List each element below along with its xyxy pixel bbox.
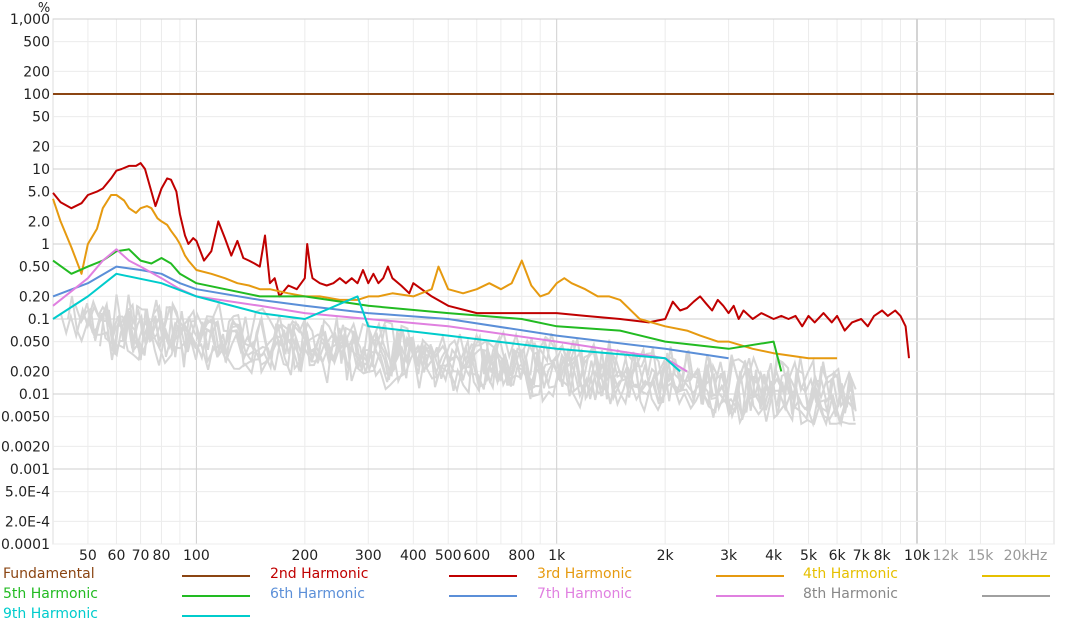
legend-swatch — [982, 595, 1050, 597]
plot-frame — [52, 18, 1055, 545]
legend-swatch — [449, 575, 517, 577]
gray-harmonic-trace — [104, 313, 856, 426]
axis-layer: 1,000 500 200 100 50 20 10 5.0 2.0 1 0.50 0.20 0.1 0.… — [1, 12, 1047, 564]
x-tick-label: 500 — [435, 548, 462, 564]
x-tick-label: 20kHz — [1004, 548, 1048, 564]
legend-swatch — [449, 595, 517, 597]
legend-item[interactable]: 8th Harmonic — [800, 585, 1062, 605]
y-tick-label: 5.0E-4 — [5, 485, 50, 501]
legend-label: Fundamental — [3, 566, 95, 582]
x-tick-label: 100 — [183, 548, 210, 564]
y-tick-label: 0.020 — [10, 364, 50, 380]
x-tick-label: 300 — [355, 548, 382, 564]
legend-item[interactable]: 5th Harmonic — [0, 585, 262, 605]
y-tick-label: 1 — [41, 237, 50, 253]
y-tick-label: 50 — [32, 110, 50, 126]
x-tick-label: 600 — [463, 548, 490, 564]
x-tick-label: 50 — [79, 548, 97, 564]
x-tick-label: 400 — [400, 548, 427, 564]
x-tick-label: 2k — [657, 548, 675, 564]
legend-label: 2nd Harmonic — [270, 566, 369, 582]
y-tick-label: 0.0001 — [1, 537, 50, 553]
x-tick-label: 15k — [967, 548, 994, 564]
y-tick-label: 20 — [32, 139, 50, 155]
y-tick-label: 0.050 — [10, 335, 50, 351]
y-tick-label: 5.0 — [28, 185, 50, 201]
y-tick-label: 200 — [23, 64, 50, 80]
legend-label: 4th Harmonic — [803, 566, 898, 582]
legend-label: 3rd Harmonic — [537, 566, 633, 582]
series-layer — [52, 93, 1054, 373]
y-tick-label: 0.1 — [28, 312, 50, 328]
y-tick-label: 2.0 — [28, 214, 50, 230]
legend-item[interactable]: 2nd Harmonic — [267, 565, 529, 585]
legend-label: 6th Harmonic — [270, 586, 365, 602]
legend-label: 9th Harmonic — [3, 606, 98, 622]
x-tick-label: 6k — [829, 548, 847, 564]
legend-item[interactable]: 6th Harmonic — [267, 585, 529, 605]
legend-item[interactable]: 3rd Harmonic — [534, 565, 796, 585]
series-9th-harmonic — [52, 272, 681, 373]
x-tick-label: 60 — [108, 548, 126, 564]
x-tick-label: 12k — [933, 548, 960, 564]
x-tick-label: 70 — [132, 548, 150, 564]
grid-layer — [52, 18, 1055, 545]
x-tick-label: 1k — [548, 548, 566, 564]
legend-item[interactable]: 4th Harmonic — [800, 565, 1062, 585]
x-tick-label: 80 — [153, 548, 171, 564]
series-6th-harmonic — [52, 265, 729, 360]
series-3rd-harmonic — [52, 194, 838, 360]
series-5th-harmonic — [52, 248, 783, 372]
series-2nd-harmonic — [52, 162, 910, 359]
y-tick-label: 500 — [23, 35, 50, 51]
legend-label: 7th Harmonic — [537, 586, 632, 602]
gray-harmonic-trace — [80, 300, 852, 418]
y-tick-label: 0.0020 — [1, 439, 50, 455]
y-tick-label: 0.001 — [10, 462, 50, 478]
higher-harmonics-traces — [59, 294, 857, 428]
y-tick-label: 10 — [32, 162, 50, 178]
x-tick-label: 8k — [874, 548, 892, 564]
y-tick-label: 0.50 — [19, 260, 50, 276]
legend-item[interactable]: 9th Harmonic — [0, 605, 262, 625]
y-tick-label: 1,000 — [10, 12, 50, 28]
legend-item[interactable]: 7th Harmonic — [534, 585, 796, 605]
legend-swatch — [182, 595, 250, 597]
legend-swatch — [182, 615, 250, 617]
y-tick-label: 100 — [23, 87, 50, 103]
legend-swatch — [982, 575, 1050, 577]
x-tick-label: 200 — [291, 548, 318, 564]
y-tick-label: 0.20 — [19, 289, 50, 305]
legend-label: 8th Harmonic — [803, 586, 898, 602]
x-tick-label: 3k — [720, 548, 738, 564]
legend-swatch — [716, 595, 784, 597]
y-tick-label: 0.0050 — [1, 410, 50, 426]
x-tick-label: 7k — [853, 548, 871, 564]
legend-item[interactable]: Fundamental — [0, 565, 262, 585]
y-tick-label: 0.01 — [19, 387, 50, 403]
legend-swatch — [716, 575, 784, 577]
y-axis-unit-label: % — [38, 1, 50, 16]
legend-swatch — [182, 575, 250, 577]
y-tick-label: 2.0E-4 — [5, 514, 50, 530]
x-tick-label: 800 — [508, 548, 535, 564]
x-tick-label: 5k — [800, 548, 818, 564]
plot-area: 1,000 500 200 100 50 20 10 5.0 2.0 1 0.50 0.20 0.1 0.… — [1, 1, 1055, 564]
legend: Fundamental 2nd Harmonic 3rd Harmonic 4th H… — [0, 565, 1080, 630]
legend-label: 5th Harmonic — [3, 586, 98, 602]
x-tick-label: 10k — [904, 548, 931, 564]
x-tick-label: 4k — [765, 548, 783, 564]
